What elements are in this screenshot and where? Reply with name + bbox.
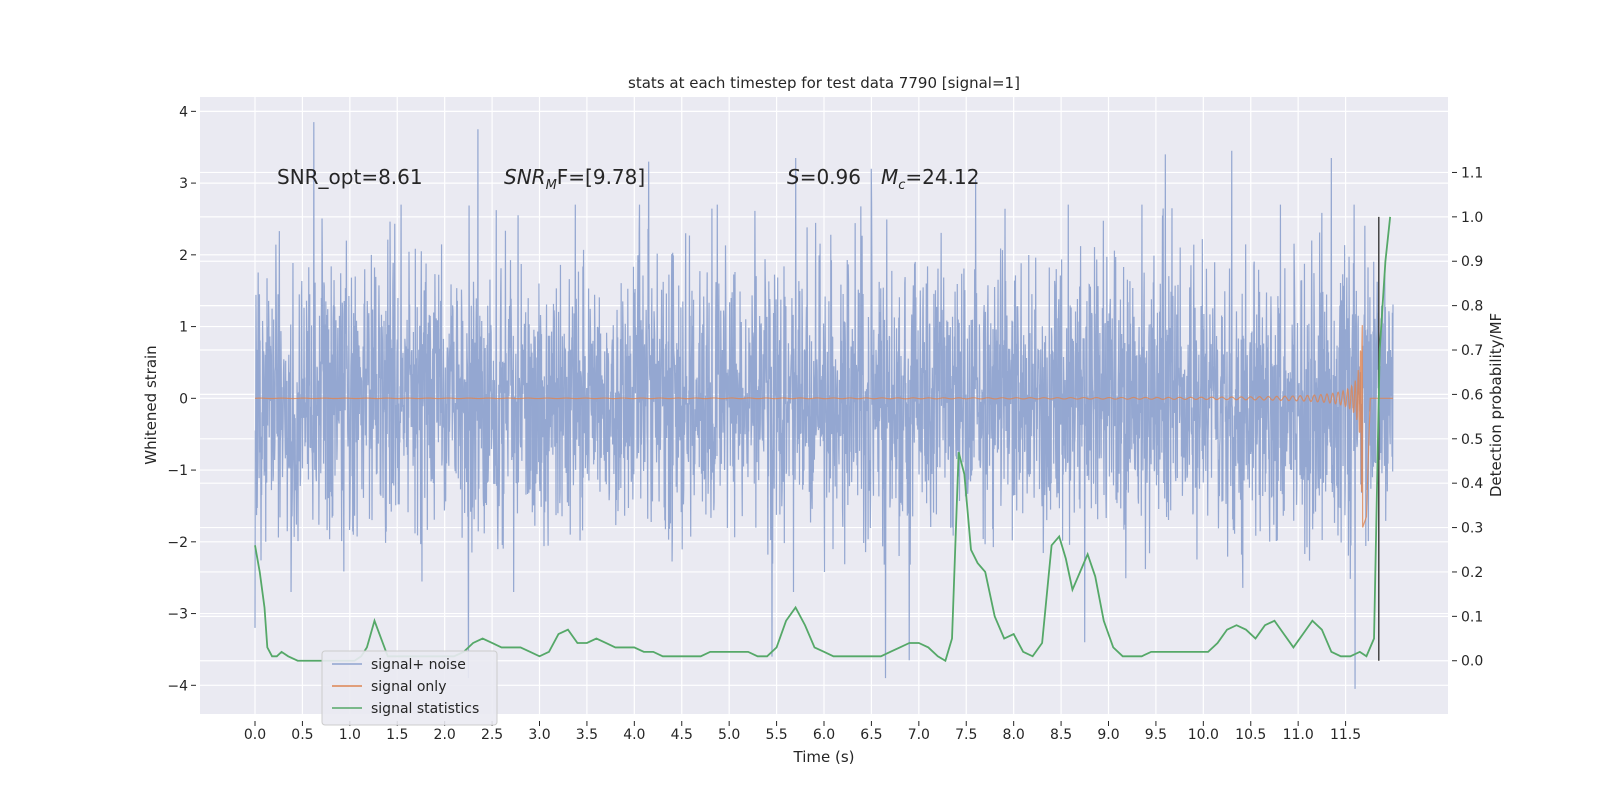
- annotation-mc-rest: =24.12: [905, 165, 979, 189]
- x-tick-label: 10.5: [1235, 727, 1266, 743]
- y-tick-label: −3: [167, 607, 188, 623]
- y-tick-label: 1: [179, 320, 188, 336]
- y2-tick-label: 0.6: [1461, 387, 1483, 403]
- signal-noise-line: [254, 122, 1394, 689]
- x-tick-label: 3.0: [528, 727, 550, 743]
- x-tick-label: 11.0: [1283, 727, 1314, 743]
- legend-label-signal-only: signal only: [371, 679, 446, 695]
- y-axis-left: −4 −3 −2 −1 0 1 2 3 4: [167, 104, 196, 694]
- legend-label-signal-statistics: signal statistics: [371, 701, 479, 717]
- x-tick-label: 10.0: [1188, 727, 1219, 743]
- x-tick-label: 8.0: [1003, 727, 1025, 743]
- x-tick-label: 8.5: [1050, 727, 1072, 743]
- legend-label-signal-noise: signal+ noise: [371, 657, 466, 673]
- legend-frame: [321, 650, 498, 726]
- x-axis-label: Time (s): [793, 748, 855, 766]
- annotation-s: S=0.96: [787, 165, 861, 189]
- annotation-s-rest: =0.96: [800, 165, 861, 189]
- y2-tick-label: 0.4: [1461, 476, 1483, 492]
- x-tick-label: 0.5: [291, 727, 313, 743]
- y2-tick-label: 0.1: [1461, 609, 1483, 625]
- x-tick-label: 9.0: [1097, 727, 1119, 743]
- x-tick-label: 3.5: [576, 727, 598, 743]
- x-tick-label: 9.5: [1145, 727, 1167, 743]
- x-tick-label: 1.5: [386, 727, 408, 743]
- y-tick-label: 4: [179, 104, 188, 120]
- y2-tick-label: 0.2: [1461, 565, 1483, 581]
- y2-tick-label: 0.0: [1461, 654, 1483, 670]
- annotation-mc-main: M: [881, 165, 898, 189]
- annotation-s-main: S: [787, 165, 800, 189]
- y2-axis-label: Detection probability/MF: [1487, 313, 1505, 497]
- y2-tick-label: 0.3: [1461, 521, 1483, 537]
- y-tick-label: 3: [179, 176, 188, 192]
- y-axis-label: Whitened strain: [142, 345, 160, 464]
- x-tick-label: 6.0: [813, 727, 835, 743]
- x-tick-label: 2.5: [481, 727, 503, 743]
- y2-tick-label: 0.9: [1461, 254, 1483, 270]
- chart-title: stats at each timestep for test data 779…: [628, 74, 1020, 92]
- y-tick-label: 2: [179, 248, 188, 264]
- x-tick-label: 1.0: [339, 727, 361, 743]
- signal-only-line: [254, 325, 1393, 528]
- annotation-snr-mf-sub: M: [546, 178, 557, 193]
- y2-tick-label: 0.8: [1461, 299, 1483, 315]
- x-tick-label: 4.5: [671, 727, 693, 743]
- x-tick-label: 7.0: [908, 727, 930, 743]
- annotation-snr-opt: SNR_opt=8.61: [277, 165, 423, 189]
- signal-only-series: [254, 325, 1393, 528]
- annotation-snr-mf-rest: F=[9.78]: [557, 165, 645, 189]
- y-tick-label: −2: [167, 535, 188, 551]
- annotation-mc-sub: c: [898, 178, 905, 193]
- x-tick-label: 6.5: [860, 727, 882, 743]
- y2-tick-label: 1.0: [1461, 210, 1483, 226]
- x-tick-label: 11.5: [1330, 727, 1361, 743]
- y-axis-right: 0.0 0.1 0.2 0.3 0.4 0.5 0.6 0.7 0.8 0.9 1.0 1.1: [1452, 165, 1483, 670]
- signal-noise-series: [254, 122, 1394, 689]
- x-tick-label: 5.5: [765, 727, 787, 743]
- annotation-snr-mf-main: SNR: [504, 165, 546, 189]
- x-tick-label: 7.5: [955, 727, 977, 743]
- y2-tick-label: 0.5: [1461, 432, 1483, 448]
- annotation-mc: Mc=24.12: [881, 165, 979, 193]
- y-tick-label: 0: [179, 391, 188, 407]
- y-tick-label: −1: [167, 463, 188, 479]
- annotation-snr-mf: SNRMF=[9.78]: [504, 165, 645, 193]
- y-tick-label: −4: [167, 678, 188, 694]
- x-tick-label: 4.0: [623, 727, 645, 743]
- x-tick-label: 2.0: [434, 727, 456, 743]
- y2-tick-label: 1.1: [1461, 165, 1483, 181]
- x-axis: 0.0 0.5 1.0 1.5 2.0 2.5 3.0 3.5 4.0 4.5 5.0 5.5 6.0 6…: [244, 721, 1361, 743]
- x-tick-label: 5.0: [718, 727, 740, 743]
- y2-tick-label: 0.7: [1461, 343, 1483, 359]
- x-tick-label: 0.0: [244, 727, 266, 743]
- legend: signal+ noise signal only signal statist…: [321, 650, 498, 726]
